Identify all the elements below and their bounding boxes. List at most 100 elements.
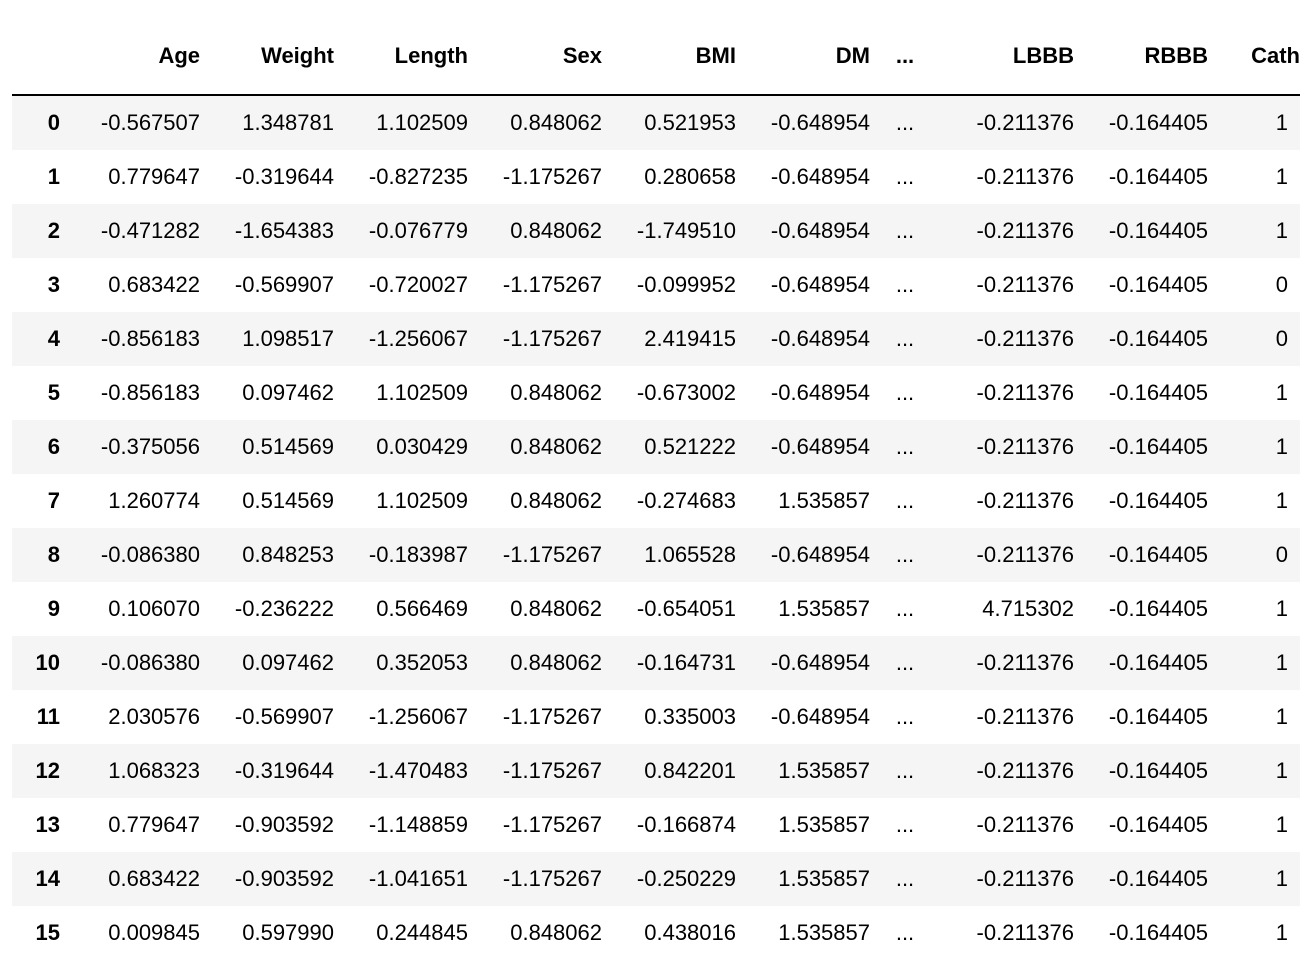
cell-dm: 1.535857 bbox=[778, 920, 870, 945]
cell-sex: 0.848062 bbox=[510, 650, 602, 675]
cell-lbbb: -0.211376 bbox=[976, 218, 1074, 243]
cell-cath: 0 bbox=[1275, 326, 1288, 351]
row-index: 13 bbox=[35, 812, 60, 837]
cell-length: 1.102509 bbox=[376, 488, 468, 513]
cell-age: 0.009845 bbox=[108, 920, 200, 945]
cell-bmi: -0.274683 bbox=[636, 488, 736, 513]
cell-length: -1.256067 bbox=[368, 704, 468, 729]
cell-sex: 0.848062 bbox=[510, 488, 602, 513]
cell-bmi: 0.335003 bbox=[644, 704, 736, 729]
cell-weight: -0.236222 bbox=[234, 596, 334, 621]
cell-lbbb: -0.211376 bbox=[976, 272, 1074, 297]
cell-sex: -1.175267 bbox=[502, 704, 602, 729]
cell-rbbb: -0.164405 bbox=[1108, 812, 1208, 837]
cell-rbbb: -0.164405 bbox=[1108, 110, 1208, 135]
row-index: 15 bbox=[35, 920, 60, 945]
table-row: 14 0.683422 -0.903592 -1.041651 -1.175267 -0.… bbox=[12, 852, 1300, 906]
cell-dm: 1.535857 bbox=[778, 488, 870, 513]
cell-length: 0.566469 bbox=[376, 596, 468, 621]
cell-sex: -1.175267 bbox=[502, 758, 602, 783]
cell-cath: 0 bbox=[1275, 542, 1288, 567]
cell-cath: 1 bbox=[1275, 866, 1288, 891]
column-header-sex: Sex bbox=[468, 24, 602, 96]
cell-age: 2.030576 bbox=[108, 704, 200, 729]
table-row: 8 -0.086380 0.848253 -0.183987 -1.175267 1.06… bbox=[12, 528, 1300, 582]
cell-bmi: 1.065528 bbox=[644, 542, 736, 567]
cell-weight: 0.597990 bbox=[242, 920, 334, 945]
cell-ellipsis: ... bbox=[895, 650, 915, 675]
column-header-dm: DM bbox=[736, 24, 870, 96]
cell-weight: -0.903592 bbox=[234, 866, 334, 891]
table-row: 3 0.683422 -0.569907 -0.720027 -1.175267 -0.0… bbox=[12, 258, 1300, 312]
cell-cath: 1 bbox=[1275, 650, 1288, 675]
cell-lbbb: 4.715302 bbox=[982, 596, 1074, 621]
table-row: 4 -0.856183 1.098517 -1.256067 -1.175267 2.41… bbox=[12, 312, 1300, 366]
cell-rbbb: -0.164405 bbox=[1108, 596, 1208, 621]
cell-lbbb: -0.211376 bbox=[976, 488, 1074, 513]
cell-length: -1.148859 bbox=[368, 812, 468, 837]
cell-dm: -0.648954 bbox=[770, 542, 870, 567]
table-row: 15 0.009845 0.597990 0.244845 0.848062 0.4380… bbox=[12, 906, 1300, 960]
cell-age: 1.260774 bbox=[108, 488, 200, 513]
cell-rbbb: -0.164405 bbox=[1108, 866, 1208, 891]
cell-bmi: 0.521953 bbox=[644, 110, 736, 135]
cell-lbbb: -0.211376 bbox=[976, 110, 1074, 135]
row-index: 8 bbox=[47, 542, 60, 567]
cell-length: -0.183987 bbox=[368, 542, 468, 567]
cell-weight: 1.098517 bbox=[242, 326, 334, 351]
cell-dm: -0.648954 bbox=[770, 218, 870, 243]
cell-dm: -0.648954 bbox=[770, 650, 870, 675]
cell-length: 0.030429 bbox=[376, 434, 468, 459]
table-row: 9 0.106070 -0.236222 0.566469 0.848062 -0.654… bbox=[12, 582, 1300, 636]
cell-age: 1.068323 bbox=[108, 758, 200, 783]
cell-cath: 0 bbox=[1275, 272, 1288, 297]
cell-weight: 0.097462 bbox=[242, 650, 334, 675]
cell-sex: 0.848062 bbox=[510, 110, 602, 135]
cell-rbbb: -0.164405 bbox=[1108, 434, 1208, 459]
row-index: 1 bbox=[47, 164, 60, 189]
cell-cath: 1 bbox=[1275, 812, 1288, 837]
cell-rbbb: -0.164405 bbox=[1108, 218, 1208, 243]
cell-ellipsis: ... bbox=[895, 542, 915, 567]
cell-lbbb: -0.211376 bbox=[976, 434, 1074, 459]
cell-ellipsis: ... bbox=[895, 812, 915, 837]
cell-rbbb: -0.164405 bbox=[1108, 704, 1208, 729]
cell-lbbb: -0.211376 bbox=[976, 164, 1074, 189]
table-body: 0 -0.567507 1.348781 1.102509 0.848062 0.5219… bbox=[12, 95, 1300, 960]
cell-sex: 0.848062 bbox=[510, 434, 602, 459]
cell-age: 0.106070 bbox=[108, 596, 200, 621]
column-header-age: Age bbox=[76, 24, 200, 96]
cell-length: -1.041651 bbox=[368, 866, 468, 891]
row-index: 0 bbox=[47, 110, 60, 135]
cell-lbbb: -0.211376 bbox=[976, 812, 1074, 837]
row-index: 9 bbox=[47, 596, 60, 621]
dataframe-table: Age Weight Length Sex BMI DM ... LBBB RB… bbox=[12, 24, 1300, 960]
table-row: 0 -0.567507 1.348781 1.102509 0.848062 0.5219… bbox=[12, 95, 1300, 150]
cell-bmi: -1.749510 bbox=[636, 218, 736, 243]
cell-ellipsis: ... bbox=[895, 164, 915, 189]
cell-length: 1.102509 bbox=[376, 380, 468, 405]
cell-ellipsis: ... bbox=[895, 380, 915, 405]
cell-age: -0.856183 bbox=[100, 326, 200, 351]
cell-age: -0.086380 bbox=[100, 542, 200, 567]
cell-age: 0.779647 bbox=[108, 164, 200, 189]
cell-ellipsis: ... bbox=[895, 488, 915, 513]
table-row: 13 0.779647 -0.903592 -1.148859 -1.175267 -0.… bbox=[12, 798, 1300, 852]
cell-ellipsis: ... bbox=[895, 758, 915, 783]
column-header-cath: Cath bbox=[1208, 24, 1300, 96]
cell-sex: -1.175267 bbox=[502, 542, 602, 567]
cell-lbbb: -0.211376 bbox=[976, 650, 1074, 675]
cell-ellipsis: ... bbox=[895, 920, 915, 945]
cell-age: -0.375056 bbox=[100, 434, 200, 459]
cell-cath: 1 bbox=[1275, 596, 1288, 621]
cell-length: -0.720027 bbox=[368, 272, 468, 297]
cell-ellipsis: ... bbox=[895, 272, 915, 297]
cell-sex: -1.175267 bbox=[502, 812, 602, 837]
cell-cath: 1 bbox=[1275, 920, 1288, 945]
cell-length: 1.102509 bbox=[376, 110, 468, 135]
cell-dm: 1.535857 bbox=[778, 758, 870, 783]
row-index: 5 bbox=[47, 380, 60, 405]
row-index: 11 bbox=[36, 704, 60, 729]
cell-age: -0.471282 bbox=[100, 218, 200, 243]
dataframe-output: Age Weight Length Sex BMI DM ... LBBB RB… bbox=[12, 24, 1300, 960]
